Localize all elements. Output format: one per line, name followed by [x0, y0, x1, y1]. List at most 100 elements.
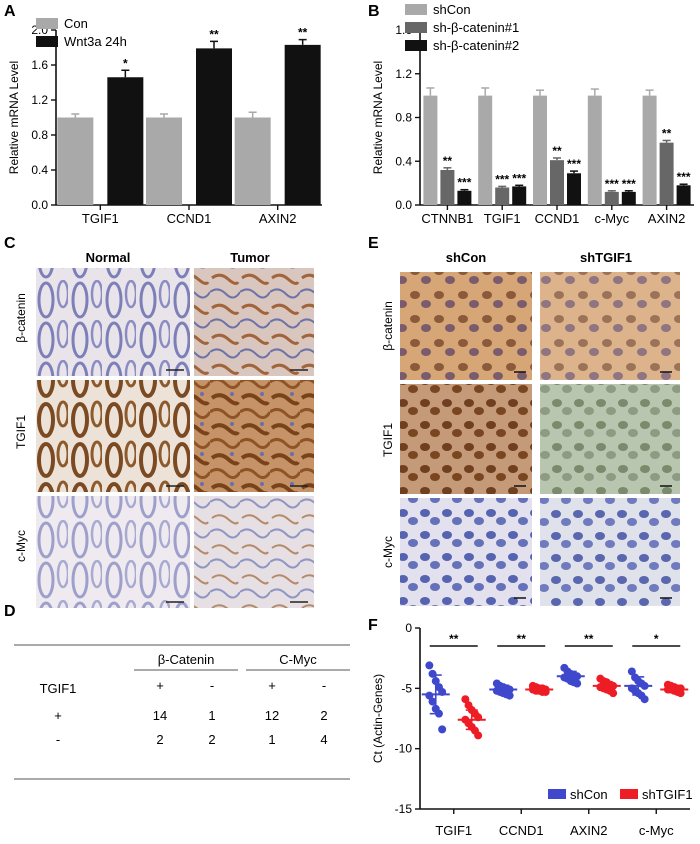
y-axis-label: Relative mRNA Level: [7, 61, 21, 174]
significance-label: **: [298, 26, 308, 40]
table-cell: 14: [153, 708, 167, 723]
bar: [234, 117, 271, 205]
ihc-c-scale-bars: [166, 369, 308, 603]
significance-label: **: [584, 632, 594, 646]
scatter-point: [676, 689, 685, 698]
table-subheader: -: [322, 678, 326, 693]
significance-label: *: [654, 632, 659, 646]
significance-label: ***: [605, 177, 619, 191]
panel-label-b: B: [368, 3, 380, 20]
bar: [196, 48, 232, 205]
scatter-point: [425, 661, 434, 670]
panel-label-a: A: [4, 3, 16, 20]
y-tick-label: -5: [401, 681, 412, 695]
bar: [512, 186, 527, 205]
significance-label: ***: [677, 170, 691, 184]
x-tick-label: CCND1: [499, 823, 544, 838]
significance-label: ***: [495, 172, 509, 186]
legend-label: Con: [64, 16, 88, 31]
x-tick-label: c-Myc: [639, 823, 674, 838]
ihc-e-shcon-beta-catenin-image: [400, 272, 532, 380]
y-axis-label: Relative mRNA Level: [371, 61, 385, 174]
x-tick-label: AXIN2: [259, 211, 297, 226]
panel-label-e: E: [368, 235, 379, 252]
panel-label-f: F: [368, 617, 378, 634]
bar: [659, 142, 674, 205]
x-tick-label: CCND1: [167, 211, 212, 226]
y-tick-label: 1.6: [31, 58, 48, 72]
legend-label: Wnt3a 24h: [64, 34, 127, 49]
significance-label: **: [662, 126, 672, 140]
table-subheader: +: [156, 678, 164, 693]
ihc-e-shcon-tgif1-image: [400, 384, 532, 494]
significance-label: **: [517, 632, 527, 646]
contingency-table-d: TGIF1 β-Catenin C-Myc + - + - + 14 1 12 …: [14, 644, 350, 780]
legend-swatch: [548, 789, 566, 799]
bar: [107, 77, 144, 205]
ihc-e-column-shcon: shCon: [446, 250, 487, 265]
y-tick-label: -15: [395, 802, 413, 816]
panel-label-d: D: [4, 603, 16, 620]
legend-label: shCon: [433, 2, 471, 17]
scatter-point: [627, 667, 636, 676]
table-group-beta-catenin: β-Catenin: [158, 652, 215, 667]
significance-label: *: [123, 56, 128, 70]
x-tick-label: TGIF1: [484, 211, 521, 226]
legend-label: sh-β-catenin#1: [433, 20, 519, 35]
bar: [423, 95, 438, 205]
significance-label: ***: [622, 177, 636, 191]
table-cell: 1: [208, 708, 215, 723]
ihc-e-row-cmyc: c-Myc: [381, 536, 395, 568]
x-tick-label: CCND1: [535, 211, 580, 226]
bar: [550, 160, 564, 205]
ihc-e-column-shtgif1: shTGIF1: [580, 250, 632, 265]
table-cell: 2: [320, 708, 327, 723]
y-tick-label: 0.0: [395, 198, 412, 212]
ihc-c-column-tumor: Tumor: [230, 250, 269, 265]
y-tick-label: 0.8: [395, 111, 412, 125]
panel-label-c: C: [4, 235, 16, 252]
legend-swatch: [405, 22, 427, 33]
table-cell: 2: [156, 732, 163, 747]
ihc-c-normal-cmyc-image: [36, 496, 190, 608]
legend-swatch: [405, 4, 427, 15]
bar: [676, 185, 691, 205]
y-tick-label: 1.2: [395, 67, 412, 81]
bar: [604, 191, 619, 205]
legend-swatch: [36, 36, 58, 47]
legend-swatch: [405, 40, 427, 51]
bar: [284, 44, 321, 205]
y-tick-label: 0.4: [395, 154, 412, 168]
y-tick-label: 1.2: [31, 93, 48, 107]
ihc-e-row-beta-catenin: β-catenin: [381, 301, 395, 351]
table-row-label: -: [56, 732, 60, 747]
x-tick-label: c-Myc: [594, 211, 629, 226]
significance-label: **: [552, 144, 562, 158]
bar: [146, 117, 182, 205]
y-tick-label: 0.4: [31, 163, 48, 177]
ihc-c-row-beta-catenin: β-catenin: [14, 293, 28, 343]
bar: [478, 95, 493, 205]
ihc-panel-e: shCon shTGIF1 β-catenin TGIF1 c-Myc: [381, 250, 680, 606]
table-subheader: +: [268, 678, 276, 693]
ihc-e-shtgif1-cmyc-image: [540, 498, 680, 606]
x-tick-label: AXIN2: [570, 823, 608, 838]
legend-label: sh-β-catenin#2: [433, 38, 519, 53]
table-cell: 2: [208, 732, 215, 747]
ihc-c-tumor-cmyc-image: [194, 496, 314, 608]
ihc-e-scale-bars: [514, 371, 672, 599]
table-row-header: TGIF1: [40, 681, 77, 696]
ihc-c-tumor-tgif1-image: [194, 380, 314, 492]
bar: [440, 170, 455, 205]
legend-swatch: [620, 789, 638, 799]
ihc-e-shcon-cmyc-image: [400, 498, 532, 606]
significance-label: **: [449, 632, 459, 646]
significance-label: ***: [512, 171, 526, 185]
table-cell: 1: [268, 732, 275, 747]
legend-label: shTGIF1: [642, 787, 693, 802]
significance-label: **: [209, 27, 219, 41]
legend-label: shCon: [570, 787, 608, 802]
